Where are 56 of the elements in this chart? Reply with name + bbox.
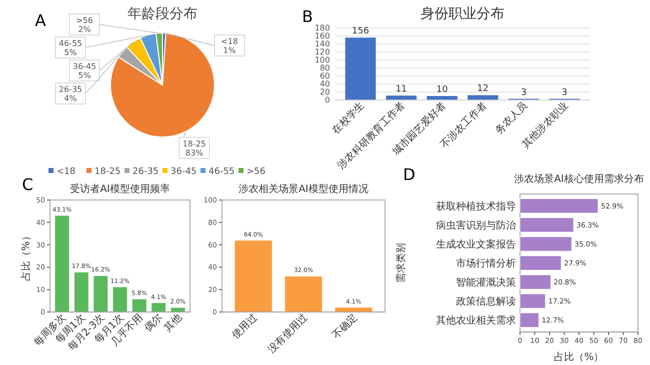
slice-label: 36-45	[72, 62, 96, 71]
y-tick-label: 智能灌溉决策	[456, 276, 516, 289]
data-label: 3	[562, 88, 568, 98]
chart-title: 涉农相关场景AI模型使用情况	[238, 183, 368, 195]
y-tick-label: 180	[314, 24, 330, 32]
text: D	[403, 165, 416, 184]
x-axis-title: 占比（%）	[554, 351, 604, 363]
data-label: 4%	[64, 94, 78, 103]
y-axis-title: 需求类别	[395, 243, 407, 283]
y-tick-label: 60	[320, 72, 330, 80]
x-tick-label: 不确定	[330, 312, 360, 342]
slice-label: 46-55	[58, 39, 82, 48]
legend-label: 18-25	[94, 167, 121, 177]
y-tick-label: 生成农业文案报告	[436, 238, 516, 250]
text: B	[302, 7, 313, 26]
y-tick-label: 160	[314, 32, 330, 40]
x-tick-label: 在校学生	[330, 100, 367, 136]
slice-label: 26-35	[58, 85, 82, 94]
data-label: 1%	[223, 46, 236, 55]
text: C	[22, 175, 34, 194]
chart-title: 受访者AI模型使用频率	[70, 183, 170, 195]
chart-title: 身份职业分布	[420, 6, 504, 22]
data-label: 3	[520, 88, 527, 98]
y-axis-title: 占比（%）	[20, 231, 32, 281]
y-tick-label: 40	[320, 80, 330, 88]
legend-label: 46-55	[208, 167, 235, 177]
y-tick-label: 获取种植技术指导	[436, 200, 516, 212]
chart-title: 涉农场景AI核心使用需求分布	[514, 173, 644, 185]
x-tick-label: 没有使用过	[266, 312, 310, 356]
y-tick-label: 市场行情分析	[456, 258, 516, 270]
data-label: 12	[477, 84, 489, 94]
slice-label: 18-25	[182, 139, 206, 148]
y-tick-label: 20	[320, 88, 330, 96]
data-label: 156	[352, 26, 370, 37]
y-tick-label: 政策信息解读	[456, 296, 516, 308]
y-tick-label: 120	[314, 48, 330, 56]
chart-title: 年龄段分布	[128, 6, 198, 22]
legend-label: 26-35	[132, 167, 159, 177]
legend-label: <18	[56, 167, 76, 177]
x-tick-label: 使用过	[230, 312, 260, 342]
legend-label: 36-45	[170, 167, 197, 177]
y-tick-label: 病虫害识别与防治	[436, 219, 516, 232]
data-label: 2%	[78, 25, 92, 34]
y-tick-label: 140	[314, 40, 330, 48]
y-tick-label: 其他农业相关需求	[436, 314, 516, 327]
data-label: 5%	[64, 48, 78, 57]
text: A	[35, 11, 46, 30]
y-tick-label: 80	[320, 64, 330, 72]
slice-label: <18	[221, 37, 238, 46]
data-label: 5%	[78, 71, 92, 80]
data-label: 83%	[185, 148, 204, 158]
legend-label: >56	[246, 167, 266, 177]
slice-label: >56	[76, 16, 93, 25]
x-tick-label: 务农人员	[493, 100, 530, 136]
y-tick-label: 100	[314, 56, 330, 64]
data-label: 11	[396, 84, 408, 95]
